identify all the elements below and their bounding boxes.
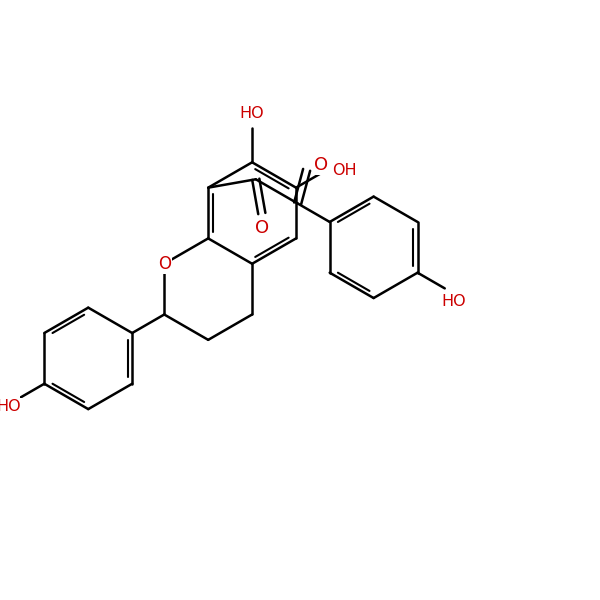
Text: HO: HO — [0, 399, 21, 414]
Text: O: O — [255, 219, 269, 237]
Text: HO: HO — [441, 295, 466, 310]
Text: OH: OH — [332, 163, 357, 178]
Text: HO: HO — [240, 106, 265, 121]
Text: O: O — [314, 156, 328, 174]
Text: O: O — [158, 255, 171, 273]
